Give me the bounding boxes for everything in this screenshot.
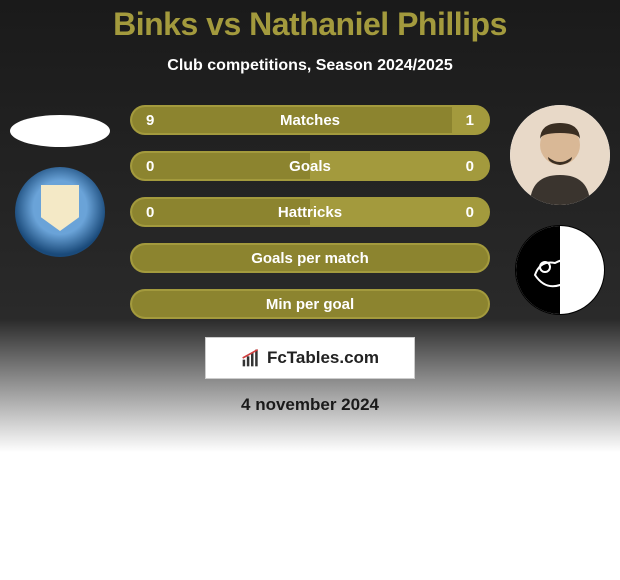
metric-value-left: 9	[146, 112, 154, 129]
left-side-column	[0, 105, 120, 257]
metric-row: Hattricks0 0	[130, 197, 490, 227]
player1-club-badge	[15, 167, 105, 257]
metric-label: Goals	[132, 158, 488, 175]
vs-text: vs	[206, 6, 241, 42]
player2-name: Nathaniel Phillips	[249, 6, 507, 42]
brand-box: FcTables.com	[205, 337, 415, 379]
brand-text: FcTables.com	[267, 348, 379, 368]
metrics-bars: Matches91Goals00Hattricks00Goals per mat…	[120, 105, 500, 319]
metric-value-right: 1	[466, 112, 474, 129]
comparison-title: Binks vs Nathaniel Phillips	[0, 0, 620, 43]
metric-row: Goals per match	[130, 243, 490, 273]
right-side-column	[500, 105, 620, 315]
metric-row: Matches9 1	[130, 105, 490, 135]
metric-value-right: 0	[466, 204, 474, 221]
chart-icon	[241, 348, 261, 368]
metric-value-right: 0	[466, 158, 474, 175]
metric-value-left: 0	[146, 204, 154, 221]
metric-row: Min per goal	[130, 289, 490, 319]
metric-label: Hattricks	[132, 204, 488, 221]
player2-avatar	[510, 105, 610, 205]
player1-avatar	[10, 115, 110, 147]
metric-label: Min per goal	[132, 296, 488, 313]
metric-label: Goals per match	[132, 250, 488, 267]
metric-label: Matches	[132, 112, 488, 129]
metric-row: Goals0 0	[130, 151, 490, 181]
metric-value-left: 0	[146, 158, 154, 175]
player2-club-badge	[515, 225, 605, 315]
player1-name: Binks	[113, 6, 198, 42]
date-text: 4 november 2024	[0, 395, 620, 415]
subtitle: Club competitions, Season 2024/2025	[0, 57, 620, 75]
